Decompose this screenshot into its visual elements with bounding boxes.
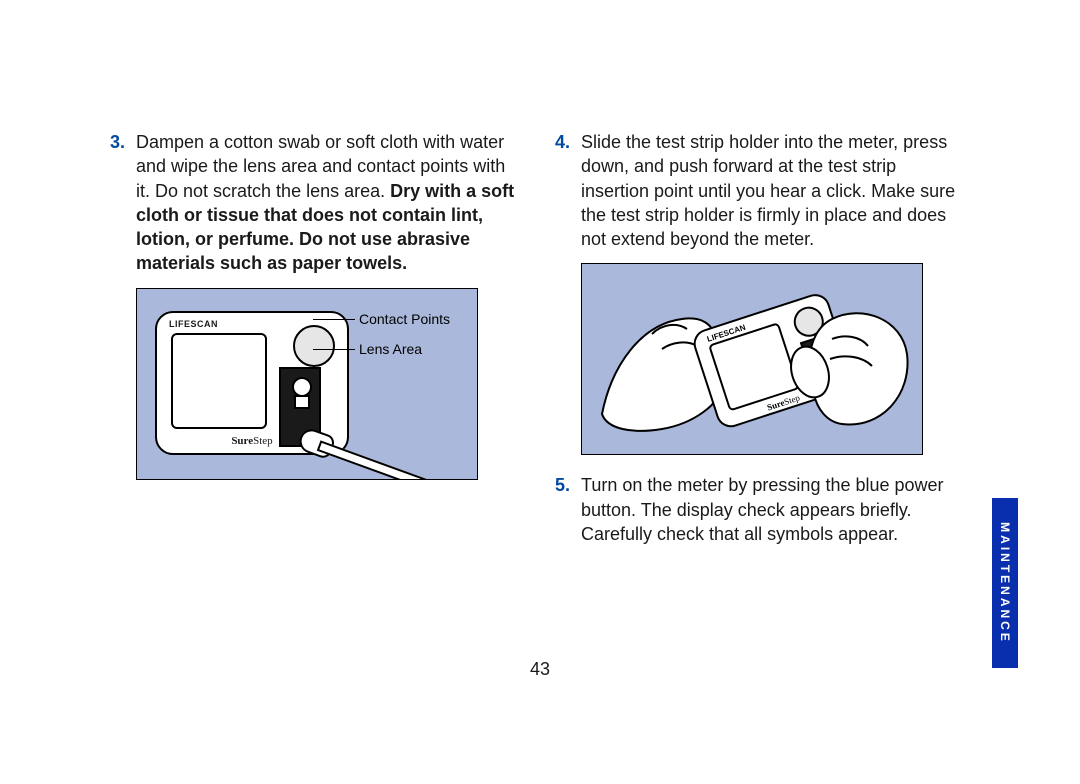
leader-line-icon [313,349,355,350]
section-tab-label: MAINTENANCE [998,522,1012,644]
sub-brand-light: Step [253,435,273,447]
annotation-lens-area: Lens Area [359,341,422,357]
meter-power-button [293,325,335,367]
step-3: 3. Dampen a cotton swab or soft cloth wi… [110,130,515,276]
step-body: Dampen a cotton swab or soft cloth with … [136,130,515,276]
annot1-text: Contact Points [359,311,450,327]
meter-screen [171,333,267,429]
figure-inner: LIFESCAN SureStep Contact Points [149,301,465,467]
right-column: 4. Slide the test strip holder into the … [555,130,960,558]
manual-page: 3. Dampen a cotton swab or soft cloth wi… [0,0,1080,784]
annot2-text: Lens Area [359,341,422,357]
section-tab-maintenance: MAINTENANCE [992,498,1018,668]
page-number: 43 [530,659,550,680]
sub-brand: SureStep [231,435,272,447]
step-number: 5. [555,473,581,497]
step4-text: Slide the test strip holder into the met… [581,130,960,251]
figure-clean-lens: LIFESCAN SureStep Contact Points [136,288,478,480]
leader-line-icon [313,319,355,320]
cotton-swab [289,413,469,480]
swab-stick [317,440,465,480]
two-column-layout: 3. Dampen a cotton swab or soft cloth wi… [110,130,960,558]
hands-holding-meter-icon: LIFESCAN SureStep [582,264,922,454]
step-5: 5. Turn on the meter by pressing the blu… [555,473,960,546]
sub-brand-bold: Sure [231,435,253,447]
step5-text: Turn on the meter by pressing the blue p… [581,473,960,546]
annotation-contact-points: Contact Points [359,311,450,327]
left-column: 3. Dampen a cotton swab or soft cloth wi… [110,130,515,558]
step-number: 3. [110,130,136,154]
figure-insert-holder: LIFESCAN SureStep [581,263,923,455]
step-4: 4. Slide the test strip holder into the … [555,130,960,251]
step-number: 4. [555,130,581,154]
brand-label: LIFESCAN [169,319,218,329]
